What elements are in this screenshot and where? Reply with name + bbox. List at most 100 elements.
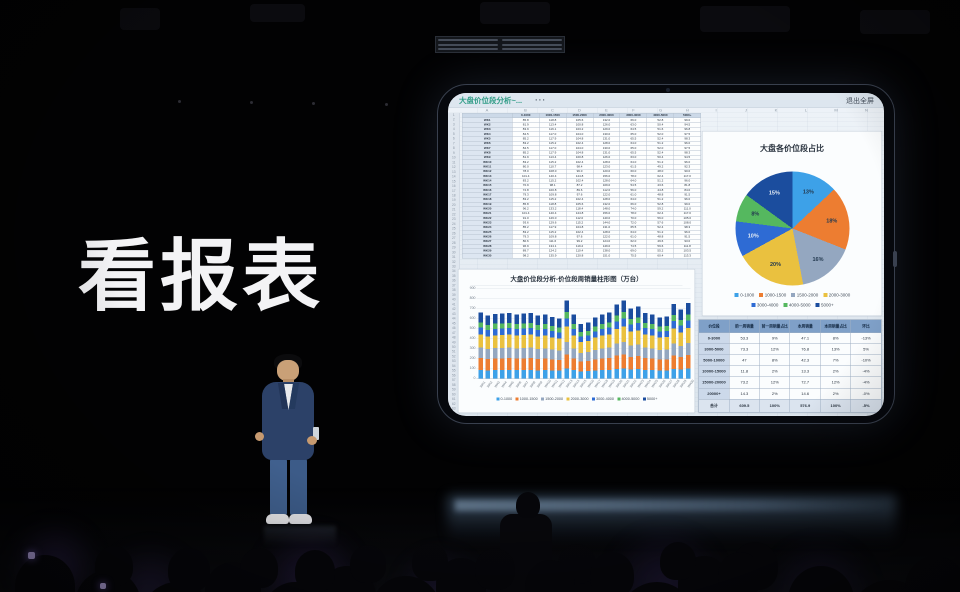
x-axis-label: WK12 xyxy=(558,379,567,389)
legend-label: 1000-1500 xyxy=(519,396,538,402)
x-axis-label: WK2 xyxy=(486,380,494,389)
presenter-left-leg xyxy=(270,458,287,516)
ceiling-truss xyxy=(860,10,930,34)
legend-item: 2000-3000 xyxy=(823,293,850,298)
bar-segment xyxy=(578,371,584,379)
bar-segment xyxy=(550,349,555,360)
bar-segment xyxy=(607,369,612,379)
bar-segment xyxy=(678,325,684,333)
bar-segment xyxy=(621,300,626,313)
summary-value-cell: 53.3 xyxy=(728,332,760,345)
value-cell: 98.2 xyxy=(512,253,540,259)
bar-segment xyxy=(607,327,612,335)
summary-label-cell: 合计 xyxy=(698,398,730,413)
bar-segment xyxy=(585,341,591,353)
stacked-bar xyxy=(635,289,641,379)
x-axis-label: WK10 xyxy=(543,379,552,389)
legend-swatch xyxy=(759,293,764,297)
legend-label: 1500-2000 xyxy=(545,396,564,402)
legend-label: 2000-3000 xyxy=(828,292,851,298)
bar-segment xyxy=(485,358,491,371)
bar-segment xyxy=(621,354,626,369)
summary-value-cell: 2% xyxy=(820,387,852,400)
value-cell: 120.8 xyxy=(565,253,594,259)
summary-header-cell: 环比 xyxy=(850,319,882,334)
stacked-bar xyxy=(621,289,626,379)
bar-segment xyxy=(600,335,605,349)
presenter xyxy=(240,352,336,546)
bar-chart-card: 大盘价位段分析-价位段周销量柱形图（万台） 0 100 200 300 400 500 60… xyxy=(458,269,695,413)
bar-segment xyxy=(557,338,562,351)
bar-segment xyxy=(514,335,519,349)
vent-pane xyxy=(438,39,498,50)
legend-swatch xyxy=(496,397,500,401)
spreadsheet-topbar: 大盘价位段分析~... ··· 退出全屏 xyxy=(448,93,884,108)
bar-segment xyxy=(592,359,598,371)
stage-light-dot xyxy=(178,100,181,103)
legend-label: 1000-1500 xyxy=(764,292,787,298)
bar-chart-legend: 0-1000 1000-1500 1500-2000 2000-3000 3000-40… xyxy=(459,396,696,402)
value-cell: 151.0 xyxy=(592,253,621,259)
summary-value-cell: 576.9 xyxy=(789,398,821,413)
pie-slice-label: 16% xyxy=(812,256,824,263)
column-letter: M xyxy=(834,108,838,113)
bar-segment xyxy=(671,343,677,356)
presenter-left-hand xyxy=(307,436,317,445)
bar-segment xyxy=(485,348,491,359)
bar-segment xyxy=(535,315,541,325)
bar-segment xyxy=(635,356,641,370)
bar-segment xyxy=(607,334,612,348)
x-axis-label: WK13 xyxy=(565,379,574,389)
bar-segment xyxy=(664,336,669,350)
presenter-right-shoe xyxy=(289,514,312,524)
y-axis-tick: 200 xyxy=(469,356,476,361)
summary-header-cell: 前一周销量占比 xyxy=(759,319,791,334)
y-axis-tick: 400 xyxy=(469,336,476,341)
x-axis-label: WK30 xyxy=(686,379,695,389)
summary-value-cell: 8% xyxy=(759,354,791,367)
bar-segment xyxy=(542,314,548,325)
x-axis-label: WK16 xyxy=(586,379,595,389)
legend-label: 4000-5000 xyxy=(788,302,811,308)
summary-value-cell: 2% xyxy=(759,387,791,400)
legend-swatch xyxy=(566,397,570,401)
y-axis-tick: 300 xyxy=(469,346,476,351)
bar-segment xyxy=(578,361,584,372)
value-cell: 75.5 xyxy=(619,253,648,259)
audience-head xyxy=(718,552,762,592)
bar-segment xyxy=(521,358,526,371)
bar-segment xyxy=(478,312,483,323)
summary-value-cell: 2% xyxy=(759,365,791,378)
y-axis-tick: 500 xyxy=(469,326,476,331)
x-axis-label: WK4 xyxy=(500,380,508,389)
more-menu-icon[interactable]: ··· xyxy=(535,95,547,105)
tablet-side-button xyxy=(893,251,897,267)
summary-label-cell: 5000-10000 xyxy=(698,354,730,367)
bar-segment xyxy=(607,312,612,323)
legend-swatch xyxy=(751,303,756,307)
exit-fullscreen-button[interactable]: 退出全屏 xyxy=(846,96,874,105)
legend-label: 5000+ xyxy=(820,302,834,308)
summary-table-card: 价位段 前一周销量 前一周销量占比 本周销量 本周销量占比 环比 0-3000 53.3 9% 4… xyxy=(698,319,882,413)
stacked-bar xyxy=(678,289,684,379)
summary-value-cell: 13% xyxy=(820,343,852,356)
bar-segment xyxy=(678,332,684,347)
x-axis-label: WK8 xyxy=(529,380,537,389)
legend-swatch xyxy=(541,397,545,401)
stacked-bar xyxy=(485,289,491,379)
bar-segment xyxy=(514,358,519,371)
summary-value-cell: 12% xyxy=(759,343,791,356)
bar-segment xyxy=(535,348,541,359)
summary-value-cell: 5% xyxy=(850,343,882,356)
bar-segment xyxy=(614,328,619,344)
bar-segment xyxy=(535,370,541,379)
ceiling-truss xyxy=(120,8,160,30)
presenter-face xyxy=(277,360,299,381)
legend-label: 1500-2000 xyxy=(796,292,819,298)
bar-segment xyxy=(600,370,605,379)
legend-label: 3000-4000 xyxy=(756,302,779,308)
x-axis-label: WK1 xyxy=(479,380,487,389)
bar-segment xyxy=(521,347,526,359)
